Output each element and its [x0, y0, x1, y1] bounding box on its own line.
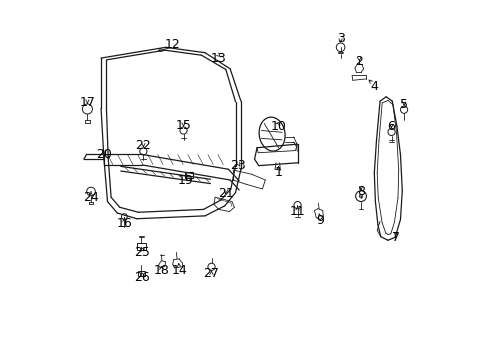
Text: 5: 5: [399, 98, 407, 111]
Text: 20: 20: [96, 148, 112, 161]
Text: 21: 21: [218, 187, 233, 200]
Text: 1: 1: [274, 166, 282, 179]
Bar: [137, 271, 144, 276]
Text: 14: 14: [171, 264, 187, 277]
Text: 24: 24: [83, 191, 99, 204]
Text: 9: 9: [315, 214, 323, 227]
Text: 11: 11: [289, 205, 305, 218]
Text: 27: 27: [203, 267, 219, 280]
Bar: [137, 243, 145, 250]
Text: 4: 4: [369, 80, 378, 93]
Text: 13: 13: [210, 51, 226, 64]
Text: 22: 22: [135, 139, 151, 152]
Text: 2: 2: [355, 55, 363, 68]
Text: 15: 15: [175, 119, 191, 132]
Text: 12: 12: [164, 38, 180, 51]
Text: 7: 7: [391, 231, 399, 244]
Text: 26: 26: [134, 271, 150, 284]
Text: 8: 8: [356, 185, 365, 198]
Text: 10: 10: [270, 120, 286, 133]
Bar: [185, 172, 193, 178]
Text: 3: 3: [336, 32, 344, 45]
Text: 23: 23: [230, 159, 245, 172]
Text: 6: 6: [387, 121, 395, 134]
Text: 18: 18: [153, 264, 169, 277]
Circle shape: [359, 194, 362, 198]
Text: 16: 16: [116, 217, 132, 230]
Text: 25: 25: [134, 246, 150, 259]
Text: 17: 17: [80, 96, 95, 109]
Text: 19: 19: [177, 174, 193, 187]
